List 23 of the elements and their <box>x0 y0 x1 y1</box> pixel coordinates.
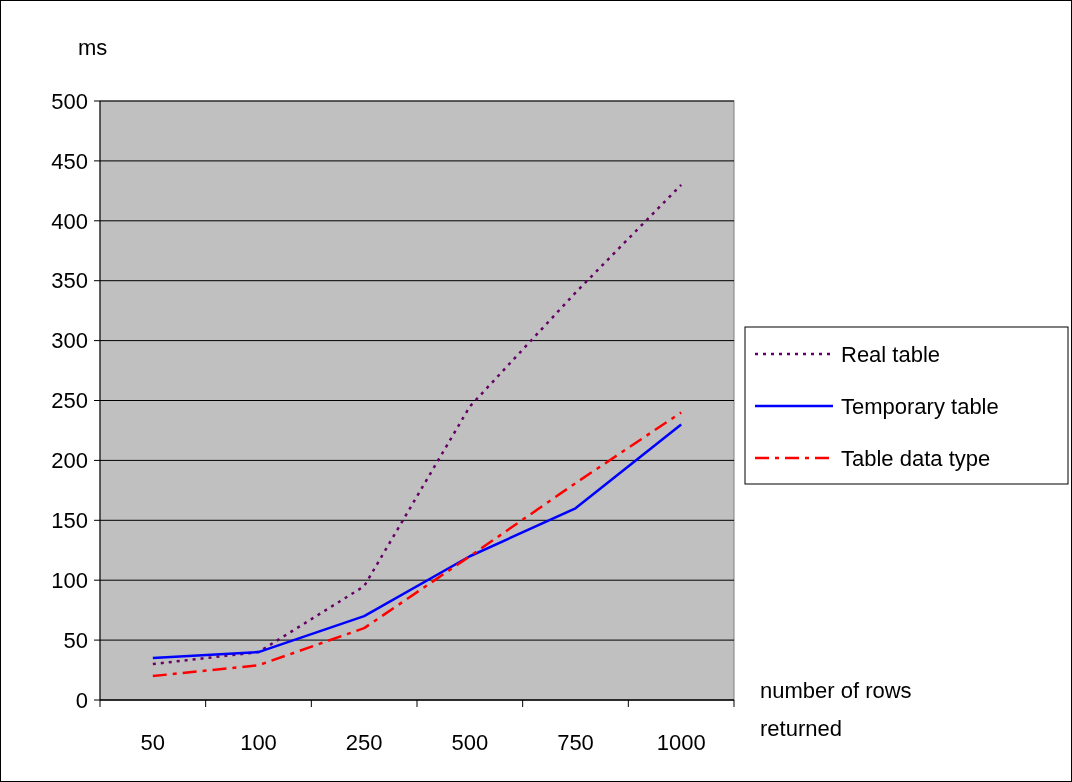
y-tick-label: 150 <box>51 508 88 533</box>
y-tick-label: 500 <box>51 88 88 114</box>
y-tick-label: 50 <box>63 627 88 653</box>
y-tick-label: 200 <box>51 448 88 474</box>
x-tick-label: 500 <box>451 730 489 755</box>
legend-label: Table data type <box>841 445 991 471</box>
legend-label: Temporary table <box>841 393 999 419</box>
legend-label: Real table <box>841 341 941 367</box>
line-series <box>151 183 683 666</box>
x-tick-label: 1000 <box>656 730 706 755</box>
x-tick-label: 750 <box>557 730 594 755</box>
y-tick-label: 400 <box>51 208 88 234</box>
x-tick-label: 250 <box>345 730 383 755</box>
y-tick-label: 300 <box>51 328 88 354</box>
y-tick-label: 350 <box>51 268 88 294</box>
y-axis-title: ms <box>78 35 108 60</box>
x-tick-label: 100 <box>240 730 277 755</box>
y-tick-label: 250 <box>51 388 88 414</box>
x-axis-title: number of rows returned <box>760 678 912 741</box>
x-tick-label: 50 <box>140 730 166 755</box>
y-tick-label: 100 <box>51 567 88 593</box>
y-tick-label: 450 <box>51 148 88 174</box>
y-tick-label: 0 <box>75 687 88 713</box>
